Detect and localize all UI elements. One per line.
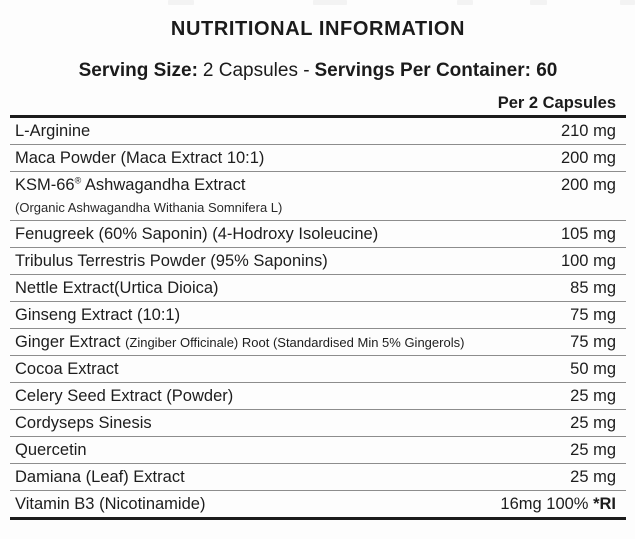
servings-per-container: Servings Per Container: 60 [314, 60, 558, 81]
ingredient-name: L-Arginine [15, 122, 91, 140]
ingredient-amount: 200 mg [560, 176, 616, 194]
ingredient-name: Ginseng Extract (10:1) [15, 306, 181, 324]
table-row-nettle-extract: Nettle Extract(Urtica Dioica) 85 mg [10, 275, 626, 302]
serving-size-label: Serving Size: [78, 60, 198, 81]
ingredient-name: Nettle Extract(Urtica Dioica) [15, 279, 219, 297]
table-row-quercetin: Quercetin 25 mg [10, 437, 626, 464]
ingredient-amount: 100 mg [560, 252, 616, 270]
table-row-ginger-extract: Ginger Extract (Zingiber Officinale) Roo… [10, 329, 626, 356]
ingredient-name-detail: (Zingiber Officinale) Root (Standardised… [125, 335, 465, 350]
ingredient-amount: 75 mg [570, 306, 616, 324]
ingredient-name: Ginger Extract (Zingiber Officinale) Roo… [15, 333, 464, 352]
ingredient-name: Cocoa Extract [15, 360, 119, 378]
ingredient-name-text: KSM-66 [15, 176, 75, 194]
cropped-text-remnant [313, 0, 347, 5]
ingredient-amount: 16mg 100% *RI [500, 495, 616, 514]
ingredient-subline: (Organic Ashwagandha Withania Somnifera … [15, 200, 283, 215]
ingredient-name: Celery Seed Extract (Powder) [15, 387, 234, 405]
table-row-damiana: Damiana (Leaf) Extract 25 mg [10, 464, 626, 491]
page-title: NUTRITIONAL INFORMATION [170, 18, 466, 40]
ingredient-name: KSM-66® Ashwagandha Extract [15, 176, 245, 195]
ingredient-amount: 25 mg [570, 414, 616, 432]
ingredient-name: Damiana (Leaf) Extract [15, 468, 185, 486]
ingredient-name: Cordyseps Sinesis [15, 414, 152, 432]
ingredient-amount: 105 mg [560, 225, 616, 243]
ingredient-amount: 85 mg [570, 279, 616, 297]
serving-size-value: 2 Capsules - [202, 60, 310, 81]
table-row-celery-seed: Celery Seed Extract (Powder) 25 mg [10, 383, 626, 410]
ingredient-amount: 50 mg [570, 360, 616, 378]
cropped-text-remnant [457, 0, 473, 5]
table-row-tribulus: Tribulus Terrestris Powder (95% Saponins… [10, 248, 626, 275]
ingredient-name-text: Ginger Extract [15, 333, 121, 351]
table-row-maca-powder: Maca Powder (Maca Extract 10:1) 200 mg [10, 145, 626, 172]
ingredients-table: L-Arginine 210 mg Maca Powder (Maca Extr… [10, 115, 626, 520]
ingredient-name: Tribulus Terrestris Powder (95% Saponins… [15, 252, 328, 270]
ingredient-amount-value: 16mg 100% [500, 495, 589, 513]
cropped-text-remnant [530, 0, 547, 5]
table-row-l-arginine: L-Arginine 210 mg [10, 118, 626, 145]
cropped-text-remnant [168, 0, 194, 5]
ingredient-name: Maca Powder (Maca Extract 10:1) [15, 149, 265, 167]
table-row-ksm66-ashwagandha: KSM-66® Ashwagandha Extract 200 mg [10, 172, 626, 198]
table-row-cordyseps: Cordyseps Sinesis 25 mg [10, 410, 626, 437]
ingredient-name-text: Ashwagandha Extract [81, 176, 246, 194]
ingredient-amount: 25 mg [570, 468, 616, 486]
ingredient-amount: 75 mg [570, 333, 616, 351]
table-row-ginseng-extract: Ginseng Extract (10:1) 75 mg [10, 302, 626, 329]
ingredient-amount: 25 mg [570, 441, 616, 459]
registered-trademark-symbol: ® [74, 175, 82, 186]
column-header-per-2-capsules: Per 2 Capsules [497, 94, 616, 112]
table-row-cocoa-extract: Cocoa Extract 50 mg [10, 356, 626, 383]
ingredient-name: Vitamin B3 (Nicotinamide) [15, 495, 206, 513]
table-row-vitamin-b3: Vitamin B3 (Nicotinamide) 16mg 100% *RI [10, 491, 626, 520]
serving-info-line: Serving Size: 2 Capsules - Servings Per Co… [10, 42, 626, 82]
ingredient-amount: 25 mg [570, 387, 616, 405]
table-row-fenugreek: Fenugreek (60% Saponin) (4-Hodroxy Isole… [10, 221, 626, 248]
ingredient-name: Quercetin [15, 441, 87, 459]
ingredient-amount: 210 mg [560, 122, 616, 140]
ingredient-amount: 200 mg [560, 149, 616, 167]
cropped-text-remnant [620, 0, 635, 5]
ingredient-name: Fenugreek (60% Saponin) (4-Hodroxy Isole… [15, 225, 379, 243]
reference-intake-marker: *RI [593, 495, 616, 513]
table-row-ksm66-subline: (Organic Ashwagandha Withania Somnifera … [10, 198, 626, 221]
